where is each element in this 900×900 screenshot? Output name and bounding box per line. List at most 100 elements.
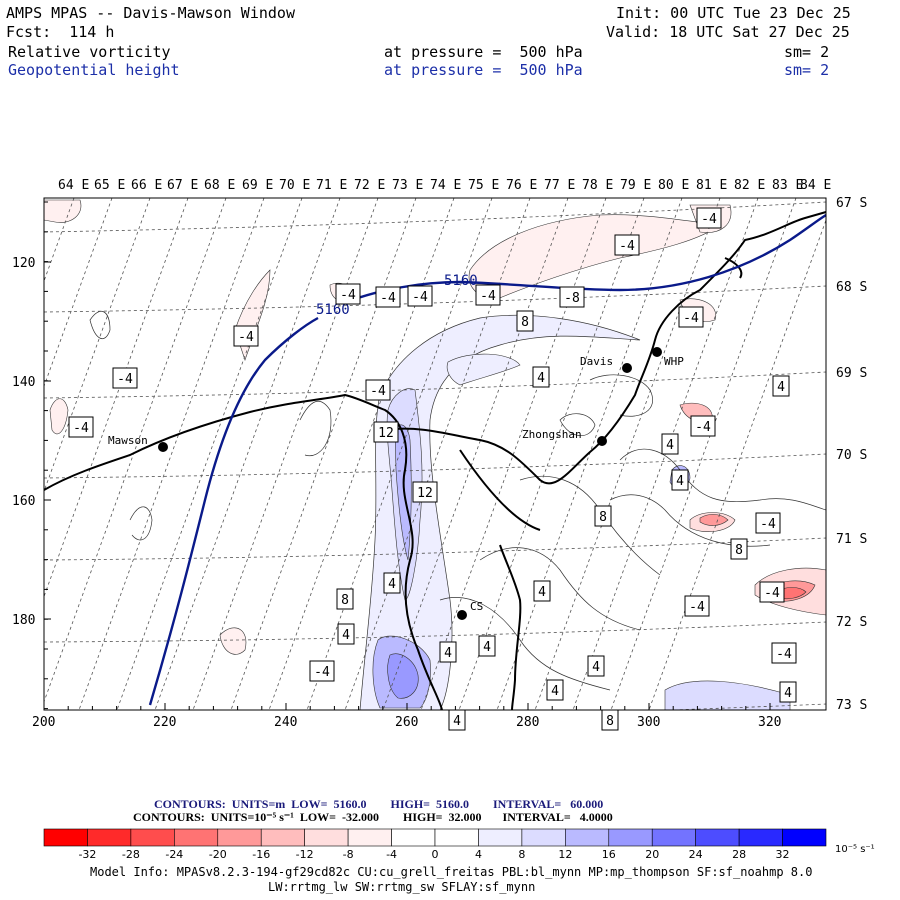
colorbar-swatch — [347, 828, 392, 847]
vorticity-label: -4 — [370, 384, 386, 399]
station-dot-whp — [652, 347, 662, 357]
plot-axes: 64 E 65 E 66 E 67 E 68 E 69 E 70 E 71 E 72 E 73 E… — [12, 178, 867, 730]
geopotential-height-contours — [148, 213, 827, 706]
field1-name: Relative vorticity — [8, 43, 171, 61]
vorticity-label-box — [309, 660, 335, 682]
vorticity-label-box — [546, 679, 564, 701]
station-label-zhongshan: Zhongshan — [522, 428, 582, 441]
colorbar-swatch — [651, 828, 696, 847]
lon-label: 78 E — [582, 178, 613, 193]
vorticity-label: -4 — [380, 291, 396, 306]
vorticity-label: 4 — [777, 380, 785, 395]
vorticity-label: 4 — [453, 714, 461, 729]
height-label-west: 5160 — [316, 302, 350, 318]
lat-label: 68 S — [836, 280, 867, 295]
vorticity-label: -4 — [314, 665, 330, 680]
map-title: AMPS MPAS -- Davis-Mawson Window — [6, 4, 295, 22]
vorticity-label: 4 — [537, 371, 545, 386]
colorbar-label: -16 — [252, 848, 270, 861]
vorticity-label: -4 — [760, 517, 776, 532]
vorticity-label-box — [771, 642, 797, 664]
vorticity-label: 4 — [784, 686, 792, 701]
plot-frame — [43, 197, 827, 711]
y-tick-label: 180 — [12, 613, 35, 628]
vorticity-label: 4 — [666, 438, 674, 453]
vorticity-label: -4 — [764, 586, 780, 601]
vorticity-label: -4 — [689, 600, 705, 615]
vorticity-label-box — [112, 367, 138, 389]
station-dot-davis — [622, 363, 632, 373]
lon-label: 65 E — [94, 178, 125, 193]
station-dot-mawson — [158, 442, 168, 452]
x-tick-label: 220 — [153, 715, 176, 730]
init-time: Init: 00 UTC Tue 23 Dec 25 — [616, 4, 851, 22]
colorbar-swatch — [87, 828, 132, 847]
x-tick-label: 240 — [274, 715, 297, 730]
lon-label: 76 E — [506, 178, 537, 193]
colorbar-label: 20 — [645, 848, 659, 861]
colorbar-swatch — [565, 828, 610, 847]
lon-label: 67 E — [167, 178, 198, 193]
lon-label: 82 E — [734, 178, 765, 193]
vorticity-label-box — [533, 580, 551, 602]
station-dot-cs — [457, 610, 467, 620]
colorbar-label: -4 — [386, 848, 397, 861]
lon-label: 71 E — [316, 178, 347, 193]
vorticity-label: -4 — [238, 330, 254, 345]
vorticity-label-box — [759, 581, 785, 603]
colorbar-swatch — [130, 828, 175, 847]
vorticity-label: 4 — [388, 577, 396, 592]
x-tick-label: 300 — [637, 715, 660, 730]
vorticity-label-box — [690, 415, 716, 437]
vorticity-label: 8 — [521, 315, 529, 330]
lat-label: 71 S — [836, 532, 867, 547]
vorticity-label: -4 — [412, 290, 428, 305]
vorticity-label: -4 — [117, 372, 133, 387]
vorticity-label-box — [587, 655, 605, 677]
vorticity-label: -4 — [480, 289, 496, 304]
vorticity-contour-labels: -4 -4 -4 -4 -4 -4 -4 -8 -4 -4 -4 -4 -4 -4 -4 -4 -4 -4 8 4 4 1… — [68, 207, 797, 731]
vorticity-label: 8 — [735, 543, 743, 558]
vorticity-label: 4 — [483, 640, 491, 655]
vorticity-label-box — [335, 283, 361, 305]
model-info-line1: Model Info: MPASv8.2.3-194-gf29cd82c CU:… — [90, 865, 813, 879]
colorbar-label: -8 — [343, 848, 354, 861]
colorbar-label: 0 — [432, 848, 439, 861]
field1-level: at pressure = 500 hPa — [384, 43, 583, 61]
vorticity-label-box — [412, 481, 438, 503]
vorticity-label: 4 — [444, 646, 452, 661]
vorticity-label: -4 — [619, 239, 635, 254]
vorticity-label: -4 — [776, 647, 792, 662]
station-label-mawson: Mawson — [108, 434, 148, 447]
lat-label: 72 S — [836, 615, 867, 630]
lon-label: 72 E — [354, 178, 385, 193]
lon-label: 73 E — [392, 178, 423, 193]
station-label-whp: WHP — [664, 355, 684, 368]
vorticity-label: 8 — [606, 714, 614, 729]
colorbar-unit: 10⁻⁵ s⁻¹ — [835, 844, 875, 855]
vorticity-label-box — [661, 433, 679, 455]
coastline — [43, 211, 827, 711]
lat-label: 73 S — [836, 698, 867, 713]
colorbar-swatch — [174, 828, 219, 847]
vorticity-label: 4 — [538, 585, 546, 600]
colorbar-label: -20 — [209, 848, 227, 861]
vorticity-label-box — [383, 572, 401, 594]
y-tick-label: 120 — [12, 256, 35, 271]
vorticity-label-box — [373, 421, 399, 443]
lon-label: 84 E — [800, 178, 831, 193]
valid-time: Valid: 18 UTC Sat 27 Dec 25 — [606, 23, 850, 41]
colorbar-swatch — [217, 828, 262, 847]
height-label-north: 5160 — [444, 273, 478, 289]
vorticity-label-box — [337, 623, 355, 645]
vorticity-label: 8 — [599, 510, 607, 525]
lat-label: 69 S — [836, 366, 867, 381]
colorbar-label: 16 — [602, 848, 616, 861]
lon-label: 80 E — [658, 178, 689, 193]
vorticity-label: -4 — [701, 212, 717, 227]
vorticity-label-box — [696, 207, 722, 229]
vorticity-label-box — [365, 379, 391, 401]
colorbar-label: 12 — [558, 848, 572, 861]
colorbar-swatch — [608, 828, 653, 847]
